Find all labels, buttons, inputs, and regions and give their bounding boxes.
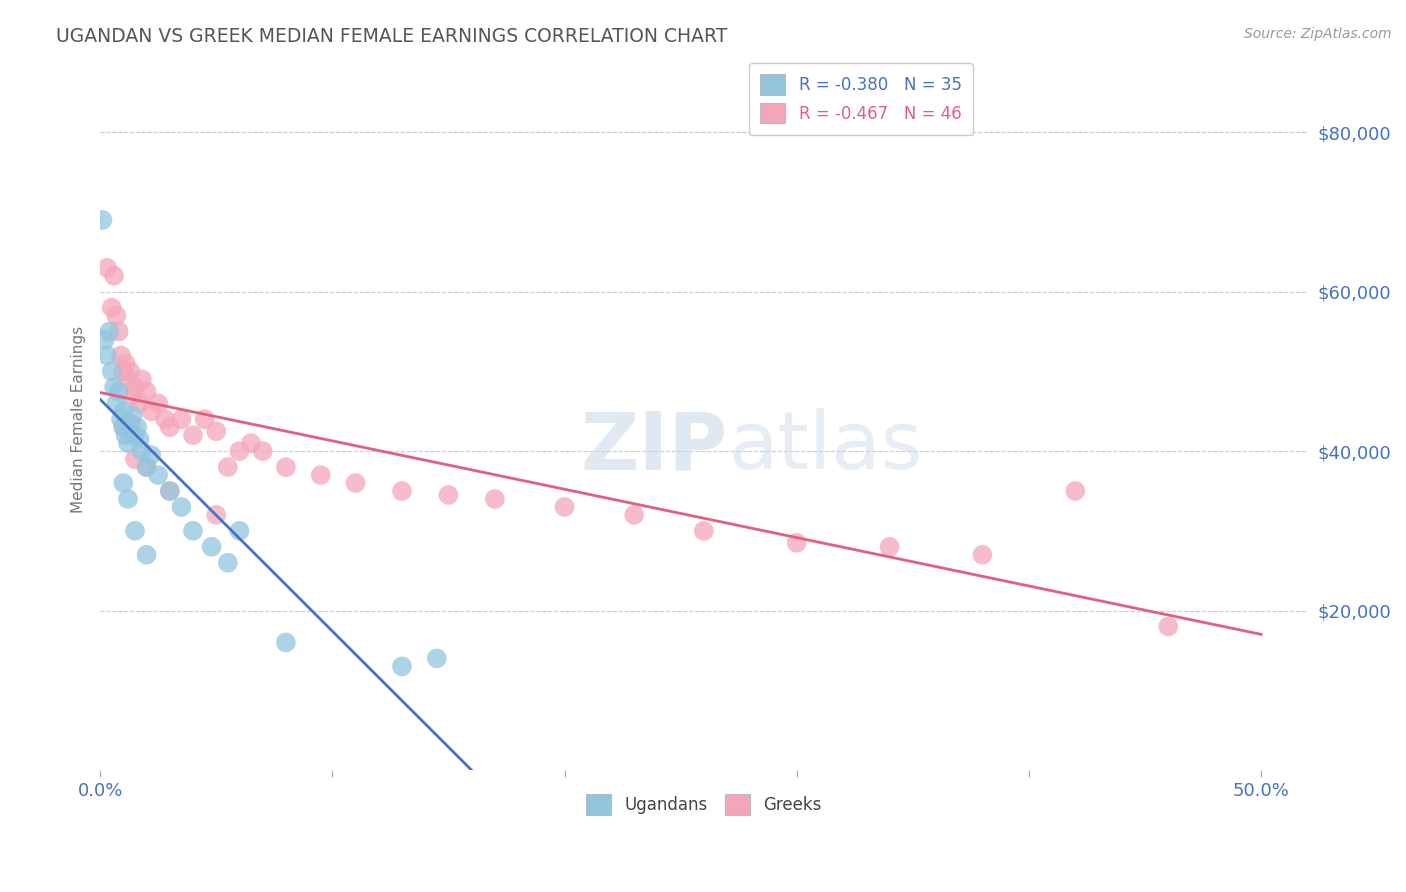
Point	[181, 428, 204, 442]
Point	[228, 524, 250, 538]
Point	[240, 436, 263, 450]
Point	[98, 325, 121, 339]
Point	[170, 412, 193, 426]
Point	[972, 548, 994, 562]
Point	[194, 412, 217, 426]
Point	[112, 364, 135, 378]
Point	[181, 524, 204, 538]
Point	[107, 325, 129, 339]
Point	[344, 476, 367, 491]
Text: ZIP: ZIP	[581, 409, 728, 486]
Point	[1064, 483, 1087, 498]
Point	[135, 548, 157, 562]
Point	[135, 384, 157, 399]
Point	[110, 412, 132, 426]
Point	[114, 356, 136, 370]
Point	[623, 508, 645, 522]
Point	[121, 409, 143, 423]
Point	[120, 416, 142, 430]
Point	[103, 268, 125, 283]
Point	[205, 508, 228, 522]
Point	[105, 396, 128, 410]
Point	[117, 372, 139, 386]
Point	[159, 483, 181, 498]
Point	[159, 420, 181, 434]
Text: atlas: atlas	[728, 409, 922, 486]
Point	[554, 500, 576, 514]
Point	[124, 524, 146, 538]
Point	[484, 491, 506, 506]
Point	[217, 460, 239, 475]
Legend: Ugandans, Greeks: Ugandans, Greeks	[576, 784, 831, 825]
Point	[148, 396, 170, 410]
Text: UGANDAN VS GREEK MEDIAN FEMALE EARNINGS CORRELATION CHART: UGANDAN VS GREEK MEDIAN FEMALE EARNINGS …	[56, 27, 728, 45]
Point	[96, 349, 118, 363]
Point	[437, 488, 460, 502]
Point	[124, 452, 146, 467]
Point	[127, 420, 149, 434]
Point	[124, 380, 146, 394]
Point	[217, 556, 239, 570]
Point	[1157, 619, 1180, 633]
Point	[153, 412, 176, 426]
Point	[148, 468, 170, 483]
Point	[274, 460, 297, 475]
Point	[131, 444, 153, 458]
Point	[128, 396, 150, 410]
Point	[879, 540, 901, 554]
Point	[309, 468, 332, 483]
Point	[91, 213, 114, 227]
Point	[252, 444, 274, 458]
Point	[117, 436, 139, 450]
Point	[124, 428, 146, 442]
Point	[228, 444, 250, 458]
Point	[107, 384, 129, 399]
Point	[159, 483, 181, 498]
Point	[112, 420, 135, 434]
Point	[112, 404, 135, 418]
Point	[96, 260, 118, 275]
Point	[200, 540, 222, 554]
Text: Source: ZipAtlas.com: Source: ZipAtlas.com	[1244, 27, 1392, 41]
Point	[112, 420, 135, 434]
Point	[426, 651, 449, 665]
Point	[114, 428, 136, 442]
Point	[135, 460, 157, 475]
Point	[94, 333, 117, 347]
Point	[128, 432, 150, 446]
Point	[100, 301, 122, 315]
Point	[135, 460, 157, 475]
Point	[170, 500, 193, 514]
Point	[141, 448, 163, 462]
Point	[110, 349, 132, 363]
Point	[112, 476, 135, 491]
Y-axis label: Median Female Earnings: Median Female Earnings	[72, 326, 86, 513]
Point	[105, 309, 128, 323]
Point	[205, 424, 228, 438]
Point	[141, 404, 163, 418]
Point	[117, 491, 139, 506]
Point	[120, 364, 142, 378]
Point	[274, 635, 297, 649]
Point	[693, 524, 716, 538]
Point	[391, 483, 413, 498]
Point	[100, 364, 122, 378]
Point	[103, 380, 125, 394]
Point	[131, 372, 153, 386]
Point	[786, 536, 808, 550]
Point	[121, 388, 143, 402]
Point	[391, 659, 413, 673]
